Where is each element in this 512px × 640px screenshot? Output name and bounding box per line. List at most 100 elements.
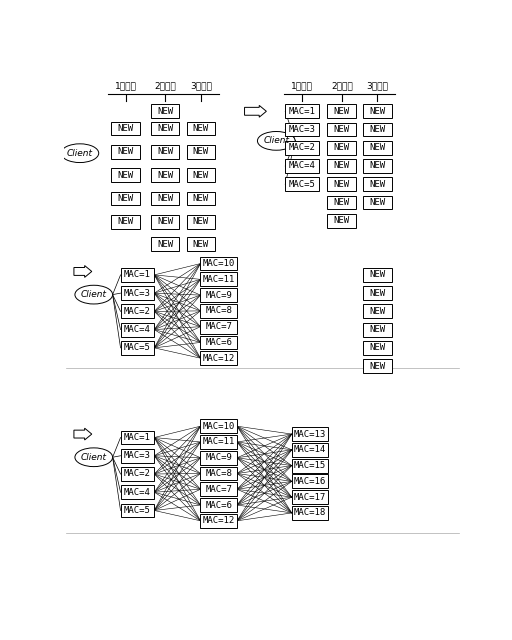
Bar bbox=[285, 123, 319, 136]
Text: MAC=17: MAC=17 bbox=[294, 493, 326, 502]
Bar bbox=[111, 168, 140, 182]
Text: NEW: NEW bbox=[334, 125, 350, 134]
Bar bbox=[201, 320, 237, 333]
Bar bbox=[120, 286, 154, 300]
Text: NEW: NEW bbox=[193, 240, 209, 249]
Bar bbox=[363, 104, 392, 118]
Bar bbox=[285, 104, 319, 118]
Text: Client: Client bbox=[67, 148, 93, 157]
Text: NEW: NEW bbox=[157, 240, 173, 249]
Bar bbox=[186, 145, 215, 159]
Bar bbox=[201, 498, 237, 512]
Bar bbox=[151, 145, 180, 159]
Bar bbox=[186, 237, 215, 252]
Ellipse shape bbox=[258, 131, 295, 150]
Bar bbox=[285, 177, 319, 191]
Bar bbox=[151, 237, 180, 252]
Bar bbox=[363, 305, 392, 318]
Text: NEW: NEW bbox=[370, 161, 386, 170]
Text: MAC=2: MAC=2 bbox=[124, 307, 151, 316]
Bar bbox=[201, 483, 237, 496]
Text: MAC=7: MAC=7 bbox=[205, 322, 232, 331]
Text: NEW: NEW bbox=[157, 194, 173, 203]
Text: NEW: NEW bbox=[157, 171, 173, 180]
Text: MAC=11: MAC=11 bbox=[203, 275, 235, 284]
Bar bbox=[120, 504, 154, 517]
Bar bbox=[120, 305, 154, 318]
Bar bbox=[201, 435, 237, 449]
Text: MAC=4: MAC=4 bbox=[124, 325, 151, 334]
Bar bbox=[111, 145, 140, 159]
Bar bbox=[363, 286, 392, 300]
Ellipse shape bbox=[75, 448, 113, 467]
Bar bbox=[363, 177, 392, 191]
Bar bbox=[111, 122, 140, 136]
Text: 1级节点: 1级节点 bbox=[115, 81, 136, 91]
Bar bbox=[363, 196, 392, 209]
Text: Client: Client bbox=[81, 452, 107, 461]
Text: MAC=15: MAC=15 bbox=[294, 461, 326, 470]
Text: NEW: NEW bbox=[193, 194, 209, 203]
Text: NEW: NEW bbox=[334, 180, 350, 189]
Bar bbox=[111, 191, 140, 205]
Text: NEW: NEW bbox=[334, 143, 350, 152]
Bar bbox=[292, 506, 328, 520]
Text: MAC=2: MAC=2 bbox=[124, 470, 151, 479]
Bar bbox=[285, 141, 319, 155]
Bar bbox=[328, 123, 356, 136]
Text: 1级节点: 1级节点 bbox=[291, 81, 313, 91]
Text: MAC=12: MAC=12 bbox=[203, 354, 235, 363]
Text: MAC=12: MAC=12 bbox=[203, 516, 235, 525]
Text: NEW: NEW bbox=[370, 325, 386, 334]
Bar bbox=[186, 122, 215, 136]
Bar bbox=[328, 196, 356, 209]
Bar bbox=[120, 485, 154, 499]
Bar bbox=[285, 159, 319, 173]
Text: NEW: NEW bbox=[370, 307, 386, 316]
Text: NEW: NEW bbox=[370, 271, 386, 280]
Bar bbox=[292, 443, 328, 457]
Text: MAC=9: MAC=9 bbox=[205, 453, 232, 462]
Text: MAC=10: MAC=10 bbox=[203, 259, 235, 268]
Bar bbox=[151, 168, 180, 182]
Bar bbox=[120, 431, 154, 444]
Text: Client: Client bbox=[81, 290, 107, 299]
Bar bbox=[328, 177, 356, 191]
Text: MAC=14: MAC=14 bbox=[294, 445, 326, 454]
Text: MAC=8: MAC=8 bbox=[205, 307, 232, 316]
Text: NEW: NEW bbox=[334, 107, 350, 116]
Text: NEW: NEW bbox=[117, 124, 134, 133]
Ellipse shape bbox=[75, 285, 113, 304]
Bar bbox=[363, 359, 392, 373]
Text: MAC=4: MAC=4 bbox=[124, 488, 151, 497]
Text: NEW: NEW bbox=[157, 124, 173, 133]
Bar bbox=[363, 268, 392, 282]
Text: NEW: NEW bbox=[193, 147, 209, 156]
Bar bbox=[292, 427, 328, 441]
Text: NEW: NEW bbox=[334, 216, 350, 225]
Ellipse shape bbox=[61, 144, 99, 163]
Text: NEW: NEW bbox=[193, 171, 209, 180]
Text: MAC=1: MAC=1 bbox=[124, 433, 151, 442]
Bar bbox=[328, 141, 356, 155]
Bar bbox=[120, 268, 154, 282]
Bar bbox=[363, 323, 392, 337]
Text: MAC=18: MAC=18 bbox=[294, 508, 326, 517]
Text: MAC=8: MAC=8 bbox=[205, 469, 232, 478]
Bar bbox=[120, 323, 154, 337]
Bar bbox=[111, 215, 140, 228]
Text: NEW: NEW bbox=[157, 107, 173, 116]
Bar bbox=[328, 104, 356, 118]
Text: NEW: NEW bbox=[117, 217, 134, 226]
Text: 3级节点: 3级节点 bbox=[190, 81, 212, 91]
Text: MAC=4: MAC=4 bbox=[289, 161, 315, 170]
Bar bbox=[201, 451, 237, 465]
Text: NEW: NEW bbox=[370, 198, 386, 207]
Text: NEW: NEW bbox=[117, 194, 134, 203]
Text: MAC=10: MAC=10 bbox=[203, 422, 235, 431]
Bar bbox=[363, 123, 392, 136]
Bar bbox=[201, 351, 237, 365]
Bar bbox=[120, 449, 154, 463]
Bar bbox=[120, 467, 154, 481]
FancyArrow shape bbox=[74, 266, 92, 277]
